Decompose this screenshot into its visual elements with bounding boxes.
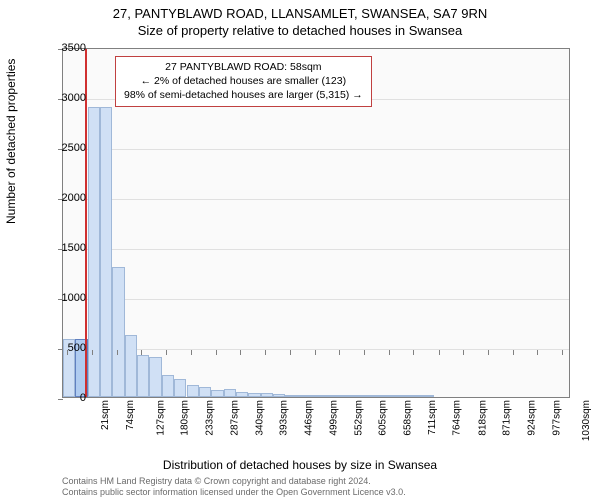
histogram-bar: [384, 395, 396, 397]
histogram-bar: [88, 107, 100, 397]
xtick-mark: [290, 350, 291, 355]
chart-title-block: 27, PANTYBLAWD ROAD, LLANSAMLET, SWANSEA…: [0, 0, 600, 38]
xtick-label: 1030sqm: [582, 400, 593, 441]
xtick-mark: [166, 350, 167, 355]
xtick-label: 552sqm: [353, 400, 364, 436]
histogram-bar: [347, 395, 359, 397]
histogram-bar: [149, 357, 161, 397]
info-line-property: 27 PANTYBLAWD ROAD: 58sqm: [124, 60, 363, 74]
xtick-mark: [117, 350, 118, 355]
ytick-label: 2500: [46, 142, 86, 154]
histogram-bar: [322, 395, 334, 397]
title-subtitle: Size of property relative to detached ho…: [0, 23, 600, 38]
info-annotation-box: 27 PANTYBLAWD ROAD: 58sqm ← 2% of detach…: [115, 56, 372, 107]
histogram-bar: [396, 395, 408, 397]
xtick-label: 764sqm: [452, 400, 463, 436]
xtick-mark: [191, 350, 192, 355]
xtick-label: 74sqm: [125, 400, 136, 430]
xtick-mark: [463, 350, 464, 355]
xtick-mark: [439, 350, 440, 355]
xtick-label: 818sqm: [477, 400, 488, 436]
histogram-bar: [137, 355, 149, 397]
xtick-mark: [216, 350, 217, 355]
histogram-bar: [100, 107, 112, 397]
xtick-mark: [513, 350, 514, 355]
histogram-bar: [421, 395, 433, 397]
histogram-bar: [187, 385, 199, 397]
y-axis-label: Number of detached properties: [4, 59, 18, 224]
info-line-smaller: ← 2% of detached houses are smaller (123…: [124, 74, 363, 88]
xtick-mark: [141, 350, 142, 355]
ytick-label: 1500: [46, 242, 86, 254]
histogram-bar: [261, 393, 273, 398]
info-line-larger: 98% of semi-detached houses are larger (…: [124, 88, 363, 102]
xtick-label: 499sqm: [328, 400, 339, 436]
histogram-bar: [372, 395, 384, 397]
histogram-bar: [199, 387, 211, 397]
gridline: [63, 149, 569, 150]
histogram-bar: [162, 375, 174, 397]
footer-attribution: Contains HM Land Registry data © Crown c…: [62, 476, 406, 498]
histogram-bar: [285, 395, 297, 397]
histogram-bar: [409, 395, 421, 397]
histogram-bar: [335, 395, 347, 397]
ytick-label: 0: [46, 392, 86, 404]
xtick-label: 21sqm: [100, 400, 111, 430]
xtick-label: 233sqm: [205, 400, 216, 436]
xtick-mark: [364, 350, 365, 355]
xtick-label: 658sqm: [403, 400, 414, 436]
xtick-label: 340sqm: [254, 400, 265, 436]
gridline: [63, 199, 569, 200]
histogram-bar: [310, 395, 322, 397]
histogram-bar: [298, 395, 310, 397]
xtick-mark: [92, 350, 93, 355]
ytick-label: 3000: [46, 92, 86, 104]
histogram-bar: [273, 394, 285, 397]
x-axis-label: Distribution of detached houses by size …: [0, 458, 600, 472]
xtick-mark: [537, 350, 538, 355]
ytick-label: 2000: [46, 192, 86, 204]
histogram-bar: [359, 395, 371, 397]
footer-line2: Contains public sector information licen…: [62, 487, 406, 498]
xtick-mark: [389, 350, 390, 355]
ytick-label: 500: [46, 342, 86, 354]
xtick-mark: [413, 350, 414, 355]
ytick-label: 3500: [46, 42, 86, 54]
xtick-label: 924sqm: [527, 400, 538, 436]
xtick-label: 180sqm: [180, 400, 191, 436]
xtick-mark: [488, 350, 489, 355]
histogram-bar: [236, 392, 248, 397]
xtick-label: 446sqm: [304, 400, 315, 436]
histogram-bar: [174, 379, 186, 397]
xtick-mark: [265, 350, 266, 355]
gridline: [63, 249, 569, 250]
ytick-label: 1000: [46, 292, 86, 304]
gridline: [63, 349, 569, 350]
xtick-mark: [339, 350, 340, 355]
histogram-bar: [125, 335, 137, 397]
xtick-label: 287sqm: [230, 400, 241, 436]
xtick-label: 871sqm: [502, 400, 513, 436]
xtick-label: 127sqm: [155, 400, 166, 436]
xtick-label: 393sqm: [279, 400, 290, 436]
xtick-label: 605sqm: [378, 400, 389, 436]
xtick-mark: [240, 350, 241, 355]
footer-line1: Contains HM Land Registry data © Crown c…: [62, 476, 406, 487]
histogram-bar: [224, 389, 236, 397]
histogram-bar: [112, 267, 124, 397]
xtick-mark: [67, 350, 68, 355]
xtick-mark: [315, 350, 316, 355]
histogram-bar: [248, 393, 260, 397]
xtick-mark: [562, 350, 563, 355]
xtick-label: 711sqm: [427, 400, 438, 435]
histogram-bar: [211, 390, 223, 397]
title-address: 27, PANTYBLAWD ROAD, LLANSAMLET, SWANSEA…: [0, 6, 600, 21]
xtick-label: 977sqm: [551, 400, 562, 436]
gridline: [63, 299, 569, 300]
